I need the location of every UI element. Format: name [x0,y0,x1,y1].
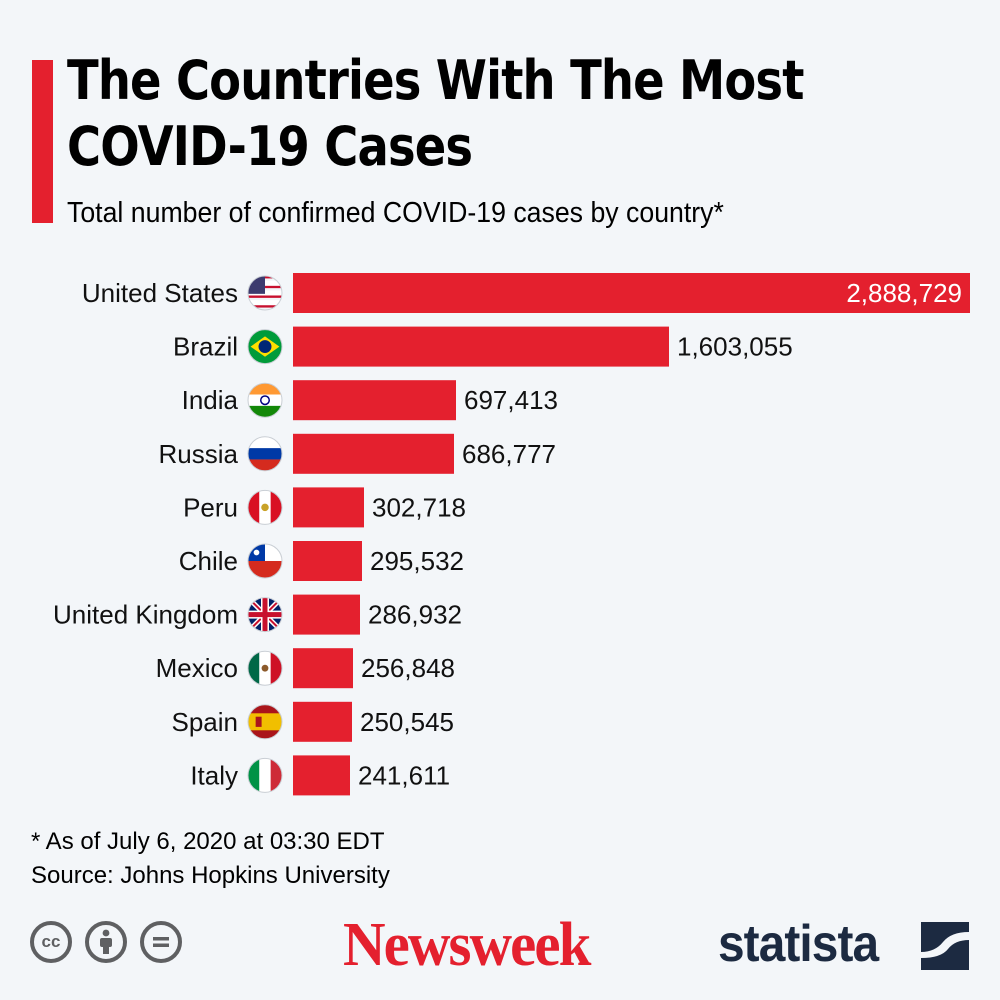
value-label: 256,848 [361,653,455,683]
bar [293,648,353,689]
category-label: Brazil [173,332,238,362]
value-label: 2,888,729 [846,278,962,308]
cc-icon: cc [30,921,72,963]
footnote: * As of July 6, 2020 at 03:30 EDT Source… [31,825,390,893]
flag-brazil-icon [248,329,282,364]
bar [293,594,360,635]
statista-mark-icon [921,922,969,970]
no-derivatives-icon [140,921,182,963]
value-label: 686,777 [462,439,556,469]
value-label: 286,932 [368,600,462,630]
bar [293,273,970,313]
chart-title: The Countries With The Most COVID-19 Cas… [67,49,804,178]
bar [293,326,669,367]
date-note: * As of July 6, 2020 at 03:30 EDT [31,828,385,855]
flag-peru-icon [248,490,282,525]
bar [293,433,454,474]
category-label: United States [82,278,238,308]
value-label: 1,603,055 [677,332,793,362]
value-label: 241,611 [358,760,450,790]
category-label: Peru [183,492,238,522]
value-label: 295,532 [370,546,464,576]
value-label: 697,413 [464,385,558,415]
category-label: Chile [179,546,238,576]
value-label: 302,718 [372,492,466,522]
bar [293,701,352,742]
category-label: Mexico [156,653,238,683]
bar [293,487,364,528]
statista-logo: statista [718,915,879,973]
flag-italy-icon [248,758,282,793]
category-label: Italy [190,760,238,790]
value-label: 250,545 [360,707,454,737]
flag-uk-icon [248,597,282,632]
license-icons: cc [30,921,182,963]
chart-subtitle: Total number of confirmed COVID-19 cases… [67,197,724,229]
attribution-icon [85,921,127,963]
flag-spain-icon [248,704,282,739]
category-label: Spain [172,707,239,737]
category-label: India [182,385,239,415]
bar [293,755,350,796]
source-note: Source: Johns Hopkins University [31,862,390,889]
flag-russia-icon [248,436,282,471]
bar [293,380,456,421]
newsweek-logo: Newsweek [343,911,591,979]
flag-india-icon [248,383,282,418]
flag-mexico-icon [248,651,282,686]
category-label: Russia [159,439,239,469]
bar-chart: United States 2,888,729 Brazil 1,603,055 Ind… [53,273,970,796]
flag-us-icon [248,276,282,308]
bar [293,541,362,581]
accent-bar [32,60,53,223]
category-label: United Kingdom [53,600,238,630]
